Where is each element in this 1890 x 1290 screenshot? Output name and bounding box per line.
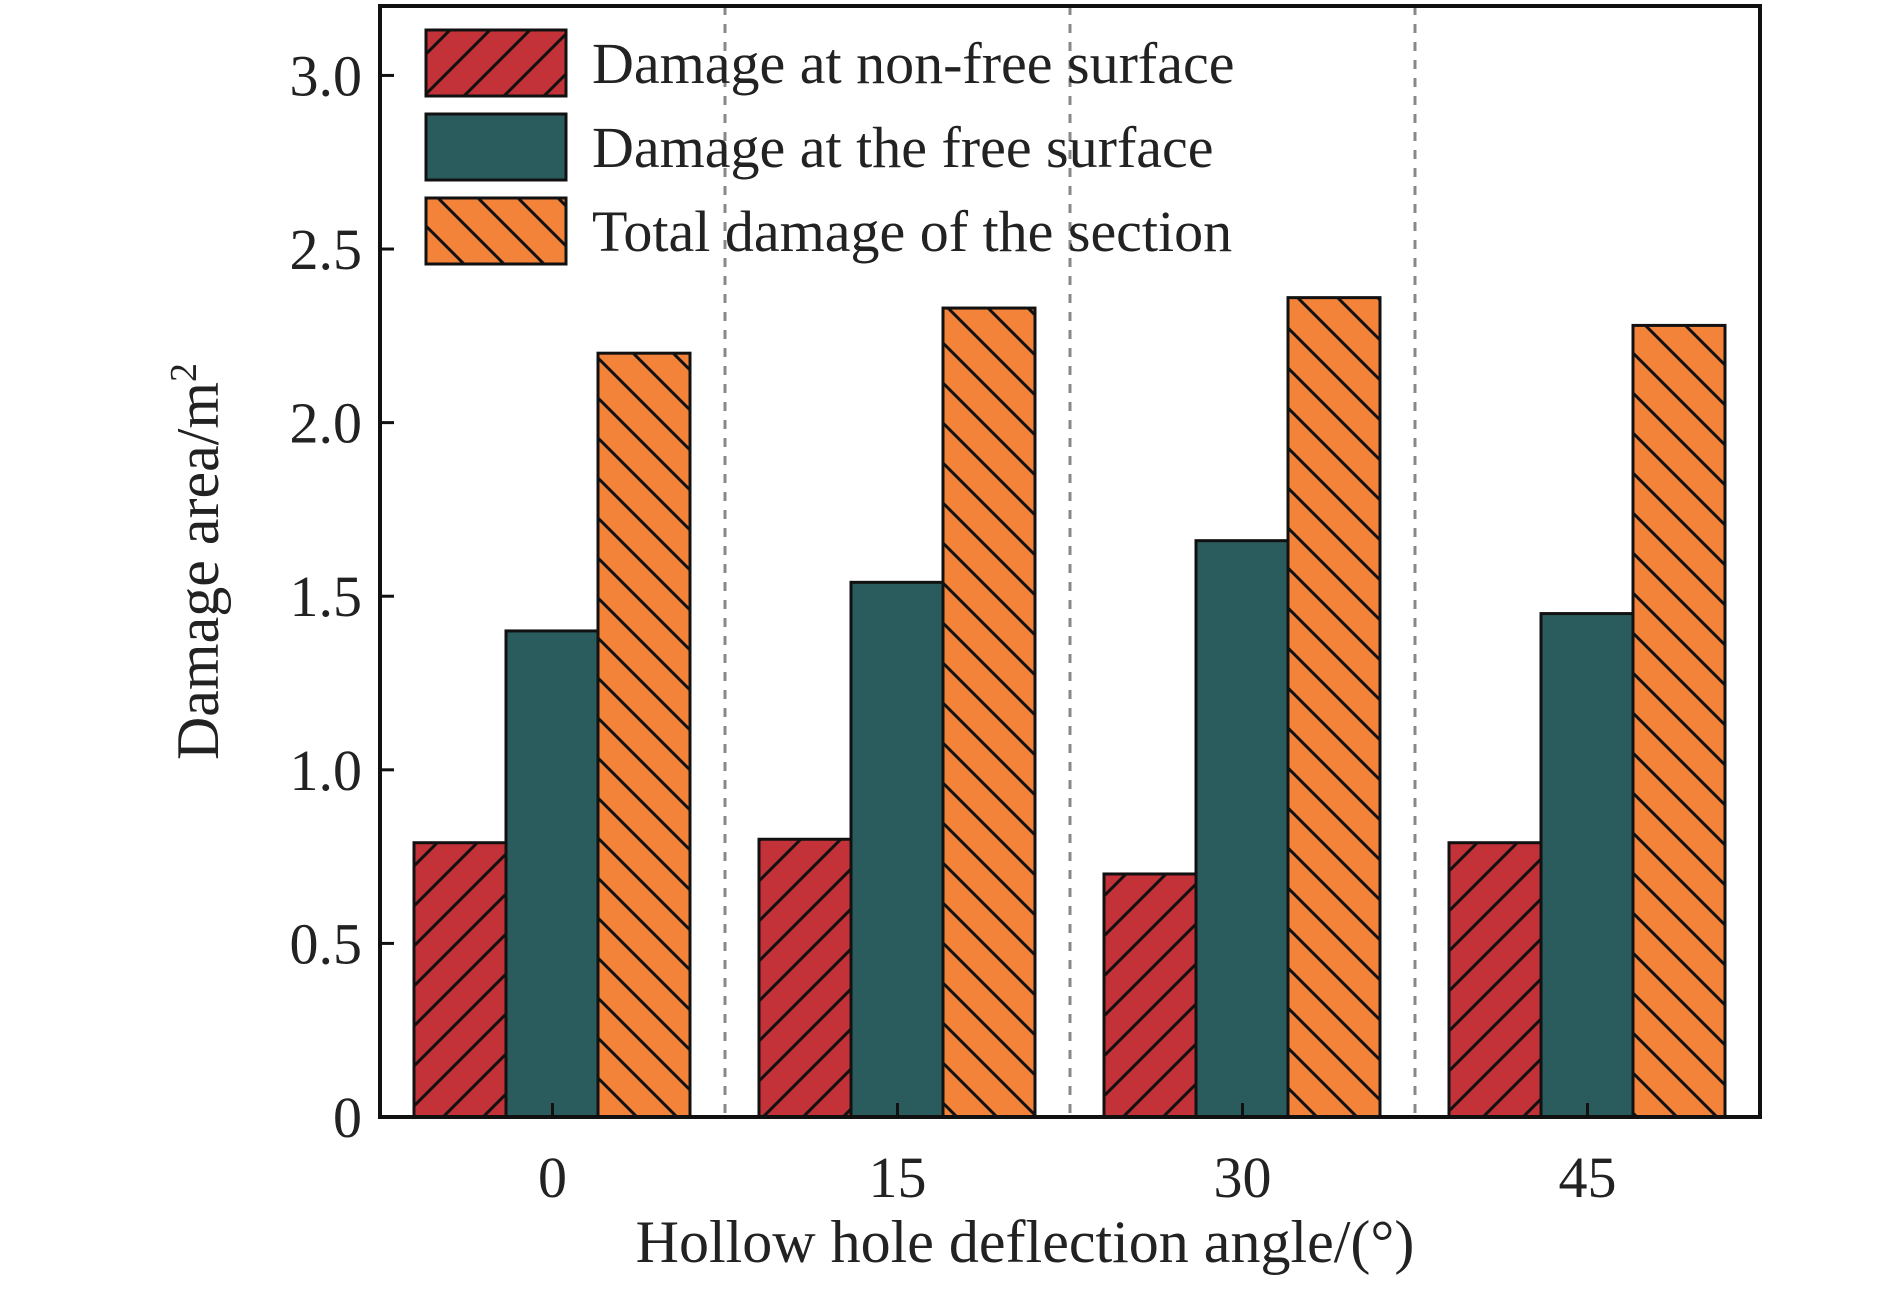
bar-hatch-total-damage-of-the-section-45 [1633,325,1725,1118]
category-separators [723,6,1417,1117]
y-tick-label: 0.5 [290,911,363,976]
bar-hatch-total-damage-of-the-section-30 [1288,297,1380,1117]
y-axis-title: Damage area/m2 [163,363,231,760]
y-tick-label: 0 [333,1085,362,1150]
legend-swatch-damage-at-the-free-surface [424,112,568,182]
bar-damage-at-the-free-surface-15 [849,580,945,1119]
y-axis-title-superscript: 2 [163,363,205,382]
legend-label-damage-at-non-free-surface: Damage at non-free surface [592,31,1234,96]
legend-label-damage-at-the-free-surface: Damage at the free surface [592,115,1214,180]
x-axis-title: Hollow hole deflection angle/(°) [636,1209,1415,1275]
bar-hatch-damage-at-non-free-surface-30 [1104,873,1196,1117]
plot-frame [378,4,1762,1119]
legend-swatch-hatch-damage-at-non-free-surface [426,30,566,96]
y-tick-label: 1.5 [290,564,363,629]
bar-hatch-damage-at-non-free-surface-0 [414,842,506,1117]
bars-group [412,296,1727,1119]
y-tick-label: 2.5 [290,217,363,282]
y-axis-title-text: Damage area/m [165,382,231,760]
x-tick-label: 0 [538,1145,567,1210]
bar-damage-at-the-free-surface-45 [1539,612,1635,1119]
bar-hatch-total-damage-of-the-section-0 [598,353,690,1117]
bar-hatch-damage-at-non-free-surface-45 [1449,842,1541,1117]
legend-label-total-damage-of-the-section: Total damage of the section [592,199,1232,264]
bar-damage-at-the-free-surface-0 [504,629,600,1119]
x-tick-label: 30 [1214,1145,1272,1210]
legend-swatch-hatch-total-damage-of-the-section [426,198,566,264]
bar-hatch-damage-at-non-free-surface-15 [759,839,851,1117]
y-tick-label: 1.0 [290,738,363,803]
legend: Damage at non-free surface Damage at the … [424,28,1234,266]
bar-damage-at-the-free-surface-30 [1194,539,1290,1119]
axes-group: 0 15 30 45 0 0.5 1.0 1.5 2.0 2.5 3.0 Hollow hole de… [163,4,1762,1275]
x-tick-label: 15 [869,1145,927,1210]
x-tick-label: 45 [1559,1145,1617,1210]
y-tick-label: 3.0 [290,43,363,108]
bar-hatch-total-damage-of-the-section-15 [943,308,1035,1118]
y-tick-label: 2.0 [290,391,363,456]
